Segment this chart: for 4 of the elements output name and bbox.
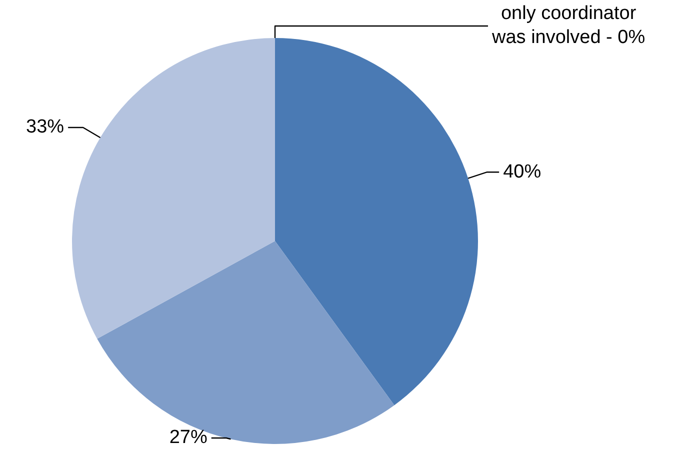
text: only coordinator was involved - 0% <box>492 3 646 48</box>
data-label: 33% <box>26 116 64 138</box>
data-label: 27% <box>169 427 208 448</box>
data-label: 40% <box>503 161 542 182</box>
